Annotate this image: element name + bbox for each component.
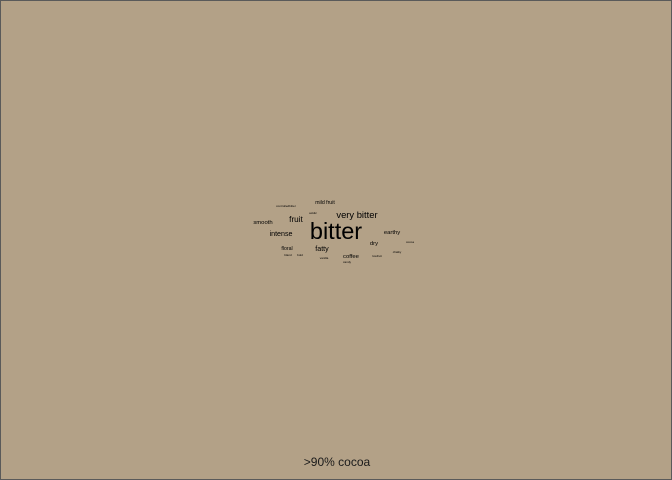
cloud-word: mild fruit: [315, 200, 335, 206]
cloud-word: intense: [270, 230, 293, 238]
cloud-word: earthy: [384, 230, 400, 236]
cloud-word: acidic: [309, 211, 317, 215]
cloud-word: bland: [284, 253, 292, 257]
cloud-word: chalky: [393, 250, 402, 254]
cloud-word: fruit: [289, 215, 303, 224]
cloud-word: dry: [370, 241, 378, 247]
cloud-word: lowfruit: [372, 254, 382, 258]
cloud-word: smooth: [253, 220, 272, 226]
cloud-word: bitter: [310, 218, 362, 244]
cloud-word: coffee: [343, 254, 360, 260]
cloud-word: fatty: [315, 245, 329, 253]
cloud-word: vanilla: [320, 256, 329, 260]
cloud-word: controlledbitter: [276, 204, 296, 208]
cloud-word: bold: [297, 253, 303, 257]
cloud-word: very bitter: [336, 209, 377, 220]
cloud-word: cocoa: [406, 240, 414, 244]
cloud-word: candy: [343, 260, 352, 264]
cloud-word: floral: [281, 246, 292, 252]
chart-caption: >90% cocoa: [303, 455, 371, 469]
